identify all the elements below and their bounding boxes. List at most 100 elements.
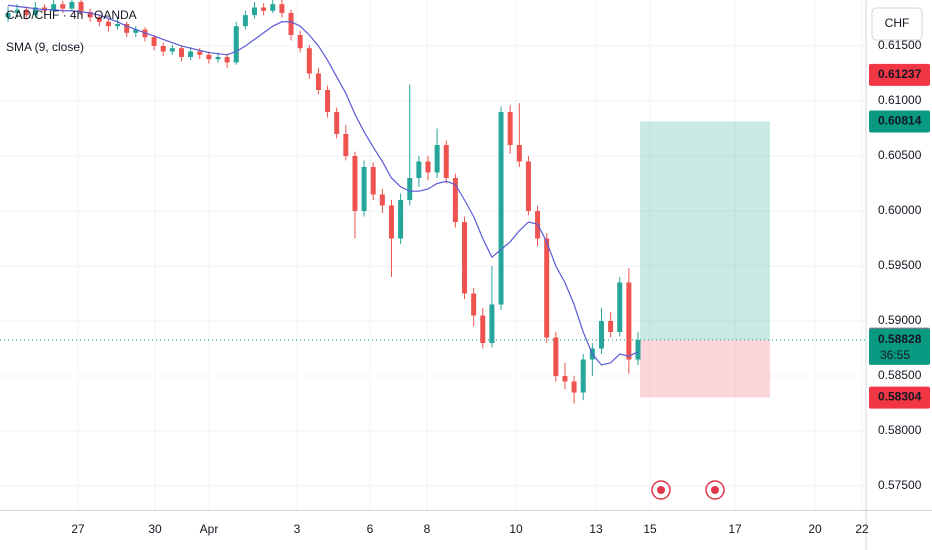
x-tick-label: 13	[589, 522, 603, 536]
y-tick-label: 0.59000	[878, 313, 922, 327]
candle-body	[197, 51, 203, 55]
candle-body	[224, 56, 230, 63]
candle-body	[32, 7, 38, 16]
event-icon[interactable]	[705, 480, 725, 500]
candle-body	[69, 1, 75, 9]
candle-body	[270, 4, 276, 11]
candle-body	[306, 48, 312, 74]
candle-body	[361, 166, 367, 211]
candle-body	[325, 89, 331, 112]
candle-body	[462, 221, 468, 294]
candle-body	[133, 29, 139, 33]
currency-label[interactable]: CHF	[885, 16, 910, 30]
candle-body	[416, 161, 422, 178]
candle-body	[480, 315, 486, 344]
candle-body	[507, 111, 513, 145]
candle-body	[626, 282, 632, 360]
candle-body	[169, 48, 175, 52]
candle-body	[425, 161, 431, 173]
event-icon[interactable]	[651, 480, 671, 500]
price-label: 0.58304	[878, 390, 922, 404]
candle-body	[379, 194, 385, 206]
candle-body	[115, 23, 121, 27]
candle-body	[598, 321, 604, 349]
currency-box[interactable]	[871, 7, 923, 41]
candle-body	[388, 205, 394, 239]
x-tick-label: 27	[71, 522, 85, 536]
y-tick-label: 0.59500	[878, 258, 922, 272]
x-tick-label: 20	[808, 522, 822, 536]
candle-body	[87, 11, 93, 18]
y-tick-label: 0.58500	[878, 368, 922, 382]
x-tick-label: 17	[728, 522, 742, 536]
loss-zone	[640, 339, 770, 398]
y-tick-label: 0.58000	[878, 423, 922, 437]
candle-body	[516, 144, 522, 162]
candle-body	[608, 321, 614, 333]
price-label-box	[869, 386, 930, 409]
candle-body	[279, 4, 285, 13]
candle-body	[252, 7, 258, 16]
candle-body	[352, 155, 358, 211]
candle-body	[60, 4, 66, 9]
y-tick-label: 0.60000	[878, 203, 922, 217]
x-tick-label: Apr	[200, 522, 219, 536]
candle-body	[407, 177, 413, 200]
price-label-box	[869, 63, 930, 86]
candle-body	[51, 4, 57, 11]
price-label-box	[869, 110, 930, 133]
candle-body	[471, 293, 477, 316]
candle-body	[525, 161, 531, 211]
candle-body	[370, 166, 376, 195]
x-tick-label: 22	[855, 522, 869, 536]
candle-body	[288, 12, 294, 35]
y-tick-label: 0.61000	[878, 93, 922, 107]
candle-body	[617, 282, 623, 333]
candle-body	[160, 45, 166, 52]
candle-body	[635, 339, 641, 360]
candle-body	[78, 1, 84, 12]
candle-body	[23, 9, 29, 16]
candle-body	[151, 37, 157, 46]
candle-body	[498, 111, 504, 305]
candle-body	[571, 381, 577, 393]
price-label: 0.58828	[878, 332, 922, 346]
candle-body	[489, 304, 495, 344]
x-tick-label: 15	[643, 522, 657, 536]
candle-body	[343, 133, 349, 156]
candle-body	[124, 23, 130, 33]
candle-body	[544, 238, 550, 338]
candle-body	[443, 144, 449, 178]
indicator-name: SMA (9, close)	[6, 40, 84, 54]
candle-body	[242, 15, 248, 27]
countdown: 36:55	[880, 348, 910, 362]
y-tick-label: 0.61500	[878, 38, 922, 52]
candle-body	[315, 73, 321, 90]
candle-body	[562, 376, 568, 382]
candle-body	[5, 12, 11, 18]
candle-body	[434, 144, 440, 173]
price-label-box	[869, 328, 930, 365]
candle-body	[398, 199, 404, 239]
candle-body	[233, 26, 239, 63]
candle-body	[580, 359, 586, 393]
plot-area	[0, 0, 866, 404]
grid	[0, 0, 866, 510]
candle-body	[215, 56, 221, 60]
candle-body	[96, 17, 102, 22]
x-tick-label: 8	[424, 522, 431, 536]
candle-body	[261, 7, 267, 11]
x-tick-label: 3	[294, 522, 301, 536]
x-tick-label: 30	[148, 522, 162, 536]
candle-body	[178, 48, 184, 57]
price-label: 0.61237	[878, 67, 922, 81]
candle-body	[334, 111, 340, 134]
candle-body	[452, 177, 458, 222]
candle-body	[297, 34, 303, 49]
candle-body	[14, 9, 20, 13]
symbol-title: CAD/CHF · 4h · OANDA	[6, 8, 137, 22]
profit-zone	[640, 121, 770, 340]
candle-body	[553, 337, 559, 377]
